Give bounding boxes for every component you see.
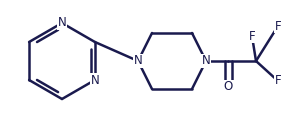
Text: N: N bbox=[202, 54, 210, 68]
Text: F: F bbox=[249, 30, 255, 42]
Text: N: N bbox=[134, 54, 142, 68]
Text: N: N bbox=[58, 16, 66, 30]
Text: F: F bbox=[275, 75, 281, 87]
Text: F: F bbox=[275, 19, 281, 33]
Text: O: O bbox=[223, 80, 233, 94]
Text: N: N bbox=[91, 73, 99, 87]
